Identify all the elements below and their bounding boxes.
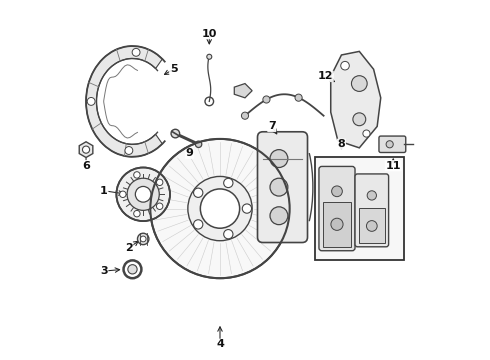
- Circle shape: [132, 48, 140, 56]
- Text: 1: 1: [100, 186, 108, 196]
- Circle shape: [223, 178, 233, 188]
- Circle shape: [223, 230, 233, 239]
- Circle shape: [188, 176, 252, 241]
- Circle shape: [341, 62, 349, 70]
- Text: 12: 12: [318, 71, 333, 81]
- Circle shape: [120, 191, 126, 198]
- Polygon shape: [234, 84, 252, 98]
- Text: 5: 5: [170, 64, 177, 74]
- Circle shape: [270, 150, 288, 167]
- Circle shape: [295, 94, 302, 101]
- Circle shape: [138, 233, 149, 245]
- Circle shape: [270, 207, 288, 225]
- Circle shape: [117, 167, 170, 221]
- FancyBboxPatch shape: [379, 136, 406, 153]
- Polygon shape: [86, 46, 162, 157]
- Text: 2: 2: [125, 243, 133, 253]
- FancyBboxPatch shape: [315, 157, 404, 260]
- Circle shape: [242, 204, 251, 213]
- Text: 11: 11: [386, 161, 401, 171]
- FancyBboxPatch shape: [319, 166, 355, 251]
- Circle shape: [263, 96, 270, 103]
- Circle shape: [331, 218, 343, 230]
- FancyBboxPatch shape: [323, 202, 351, 247]
- FancyBboxPatch shape: [355, 174, 389, 247]
- Circle shape: [200, 189, 240, 228]
- Circle shape: [82, 146, 90, 153]
- Circle shape: [150, 139, 290, 278]
- Circle shape: [135, 186, 151, 202]
- Circle shape: [270, 178, 288, 196]
- FancyBboxPatch shape: [258, 132, 308, 243]
- Circle shape: [386, 141, 393, 148]
- Circle shape: [125, 147, 133, 154]
- Circle shape: [171, 129, 180, 138]
- Circle shape: [156, 179, 163, 185]
- Text: 6: 6: [82, 161, 90, 171]
- Text: 8: 8: [338, 139, 345, 149]
- Circle shape: [134, 172, 140, 178]
- Text: 9: 9: [186, 148, 194, 158]
- Text: 10: 10: [201, 28, 217, 39]
- Text: 7: 7: [268, 121, 276, 131]
- Polygon shape: [79, 142, 93, 157]
- Circle shape: [363, 130, 370, 137]
- Circle shape: [134, 211, 140, 217]
- Circle shape: [194, 188, 203, 197]
- Circle shape: [194, 220, 203, 229]
- Polygon shape: [331, 51, 381, 148]
- Circle shape: [353, 113, 366, 126]
- Circle shape: [367, 191, 376, 200]
- Circle shape: [196, 141, 202, 148]
- Circle shape: [351, 76, 367, 91]
- Circle shape: [127, 178, 159, 210]
- Circle shape: [332, 186, 343, 197]
- Text: 3: 3: [100, 266, 108, 276]
- Circle shape: [367, 221, 377, 231]
- Circle shape: [156, 203, 163, 210]
- Circle shape: [140, 236, 146, 242]
- Circle shape: [128, 265, 137, 274]
- Circle shape: [207, 54, 212, 59]
- Circle shape: [87, 98, 95, 105]
- Text: 4: 4: [216, 339, 224, 349]
- Circle shape: [242, 112, 248, 119]
- FancyBboxPatch shape: [359, 208, 385, 243]
